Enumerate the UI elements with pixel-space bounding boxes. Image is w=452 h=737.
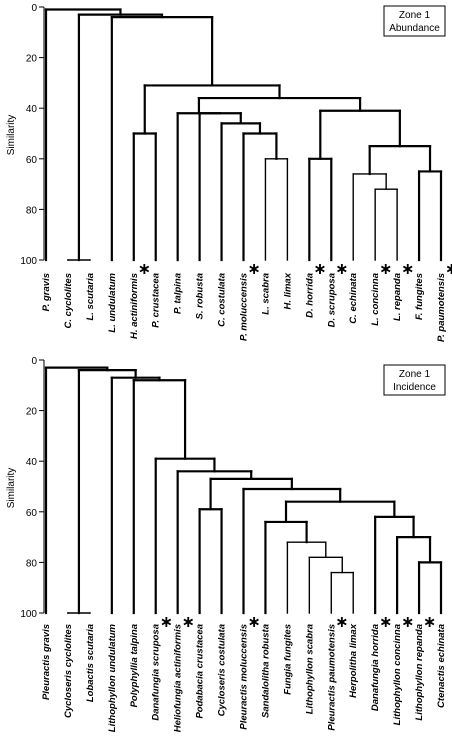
y-tick-label: 40 [26, 104, 38, 115]
y-axis-label: Similarity [6, 115, 17, 156]
leaf-label: Pleuractis moluccensis [239, 624, 250, 730]
leaf-label: C. cyclolites [63, 273, 74, 328]
leaf-label: Sandalolitha robusta [260, 624, 271, 718]
y-tick-label: 0 [31, 3, 37, 14]
leaf-label: D. scruposa [326, 273, 337, 327]
asterisk-marker: ∗ [335, 261, 348, 278]
legend-line-2: Abundance [389, 23, 440, 34]
leaf-label: Lithophyllon scabra [304, 624, 315, 714]
leaf-label: F. fungites [414, 273, 425, 320]
leaf-label: P. crustacea [151, 273, 162, 328]
leaf-label: L. concinna [370, 273, 381, 326]
legend-box: Zone 1 Abundance [383, 5, 446, 37]
asterisk-marker: ∗ [379, 261, 392, 278]
y-axis: 0 20 40 60 80 100 [20, 356, 45, 620]
leaf-label: P. gravis [41, 273, 52, 311]
leaf-labels: P. gravis C. cyclolites L. scutaria L. undu… [41, 261, 452, 342]
y-tick-label: 40 [26, 457, 38, 468]
asterisk-marker: ∗ [138, 261, 151, 278]
y-axis: 0 20 40 60 80 100 [20, 3, 45, 267]
asterisk-marker: ∗ [335, 614, 348, 631]
asterisk-marker: ∗ [445, 261, 452, 278]
legend-line-1: Zone 1 [399, 369, 431, 380]
leaf-label: Pleuractis paumotensis [326, 624, 337, 731]
leaf-label: Fungia fungites [282, 624, 293, 695]
leaf-label: Cycloseris cyclolites [63, 624, 74, 718]
leaf-label: D. horrida [304, 273, 315, 318]
y-tick-label: 60 [26, 155, 38, 166]
leaf-labels: Pleuractis gravis Cycloseris cyclolites Lo… [41, 614, 447, 732]
asterisk-marker: ∗ [160, 614, 173, 631]
legend-frame [383, 364, 446, 396]
leaf-label: Lobactis scutaria [85, 624, 96, 702]
y-tick-label: 100 [20, 256, 37, 267]
y-tick-label: 80 [26, 558, 38, 569]
dendrogram-branches [44, 366, 443, 615]
asterisk-marker: ∗ [401, 614, 414, 631]
legend-line-1: Zone 1 [399, 10, 431, 21]
legend-frame [383, 5, 446, 37]
leaf-label: L. scabra [260, 273, 271, 315]
leaf-label: C. costulata [217, 273, 228, 327]
y-axis-label: Similarity [6, 468, 17, 509]
leaf-label: L. repanda [392, 273, 403, 321]
leaf-label: Podabacia crustacea [195, 624, 206, 719]
asterisk-marker: ∗ [401, 261, 414, 278]
leaf-label: L. undulatum [107, 272, 118, 332]
leaf-label: C. echinata [348, 273, 359, 324]
leaf-label: Herpolitha limax [348, 623, 359, 698]
leaf-label: Heliofungia actiniformis [173, 624, 184, 732]
leaf-label: S. robusta [195, 273, 206, 319]
leaf-label: H. limax [282, 272, 293, 309]
leaf-label: L. scutaria [85, 273, 96, 321]
dendrogram-branches [44, 8, 443, 262]
legend-line-2: Incidence [393, 382, 436, 393]
asterisk-marker: ∗ [248, 261, 261, 278]
y-tick-label: 20 [26, 54, 38, 65]
leaf-label: Polyphyllia talpina [129, 624, 140, 707]
leaf-label: H. actiniformis [129, 273, 140, 339]
y-tick-label: 100 [20, 609, 37, 620]
leaf-label: P. moluccensis [239, 273, 250, 341]
y-tick-label: 20 [26, 407, 38, 418]
asterisk-marker: ∗ [423, 614, 436, 631]
leaf-label: Lithophyllon undulatum [107, 623, 118, 732]
leaf-label: Lithophyllon repanda [414, 624, 425, 721]
asterisk-marker: ∗ [248, 614, 261, 631]
y-tick-label: 80 [26, 205, 38, 216]
abundance-dendrogram: Zone 1 Abundance Similarity 0 20 40 60 80 100… [6, 3, 452, 342]
leaf-label: Cycloseris costulata [217, 624, 228, 716]
y-tick-label: 60 [26, 508, 38, 519]
y-tick-label: 0 [31, 356, 37, 367]
leaf-label: Danafungia horrida [370, 624, 381, 711]
leaf-label: Lithophyllon concinna [392, 624, 403, 725]
asterisk-marker: ∗ [313, 261, 326, 278]
leaf-label: Ctenactis echinata [436, 624, 447, 708]
leaf-label: P. talpina [173, 273, 184, 314]
leaf-label: Danafungia scruposa [151, 624, 162, 721]
incidence-dendrogram: Zone 1 Incidence Similarity 0 20 40 60 80 100… [6, 356, 447, 732]
leaf-label: Pleuractis gravis [41, 624, 52, 700]
leaf-label: P. paumotensis [436, 273, 447, 342]
legend-box: Zone 1 Incidence [383, 364, 446, 396]
asterisk-marker: ∗ [182, 614, 195, 631]
asterisk-marker: ∗ [379, 614, 392, 631]
